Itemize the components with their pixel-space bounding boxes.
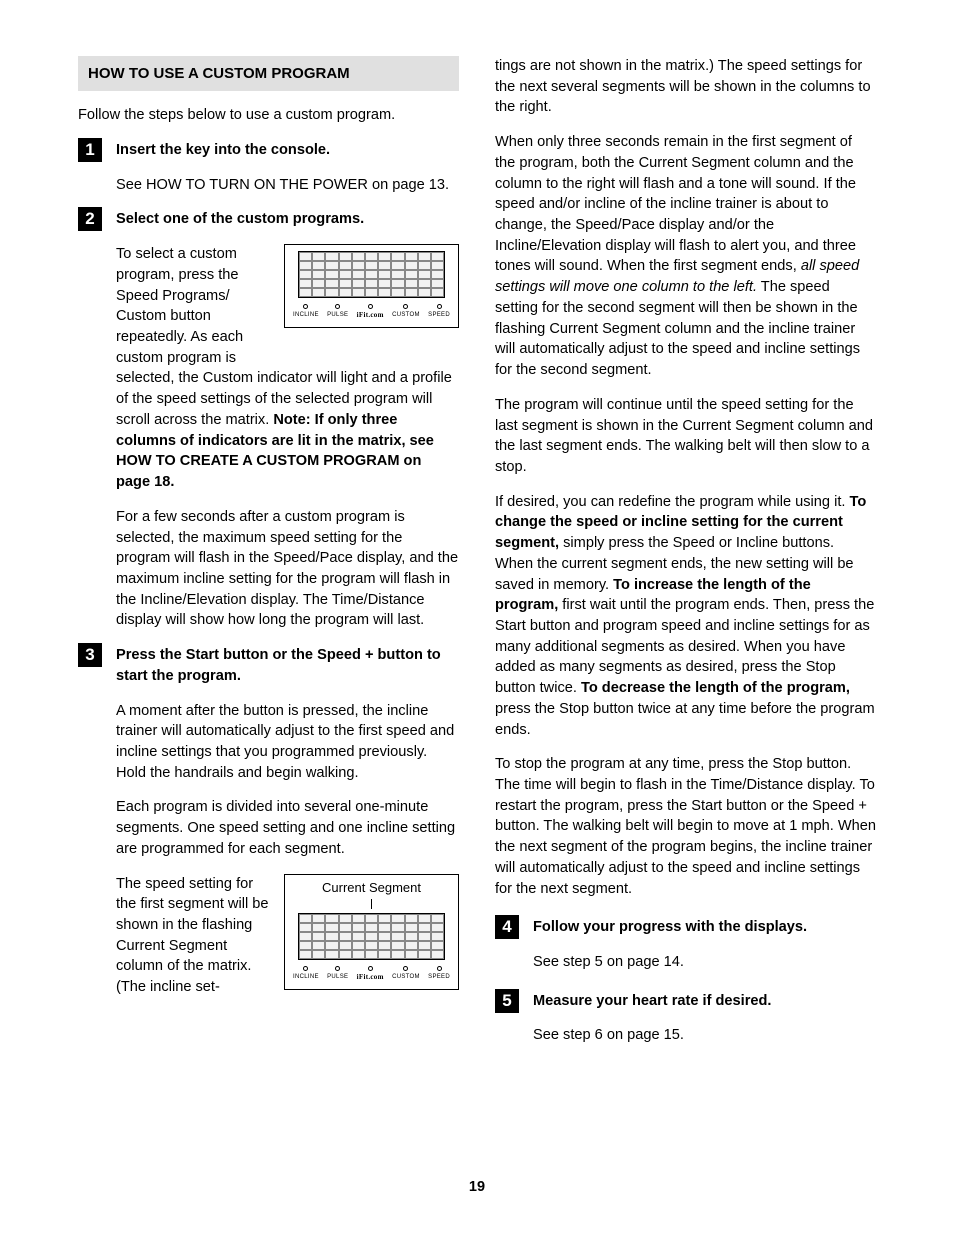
step-5-body: See step 6 on page 15. bbox=[533, 1025, 876, 1046]
indicator: INCLINE bbox=[293, 966, 319, 983]
intro-text: Follow the steps below to use a custom p… bbox=[78, 105, 459, 126]
rcol-p4: To stop the program at any time, press t… bbox=[495, 754, 876, 899]
step-4: 4 Follow your progress with the displays… bbox=[495, 917, 876, 972]
step-number-box: 1 bbox=[78, 138, 102, 162]
step-number-box: 3 bbox=[78, 643, 102, 667]
step-2: 2 Select one of the custom programs. INC… bbox=[78, 209, 459, 631]
matrix-grid bbox=[298, 913, 445, 960]
rcol-p3: If desired, you can redefine the program… bbox=[495, 492, 876, 741]
step-4-title: Follow your progress with the displays. bbox=[533, 917, 876, 938]
step-1-body: See HOW TO TURN ON THE POWER on page 13. bbox=[116, 175, 459, 196]
matrix-figure-1: INCLINE PULSE iFit.com CUSTOM SPEED bbox=[284, 244, 459, 328]
step-number-box: 5 bbox=[495, 989, 519, 1013]
step-number-box: 2 bbox=[78, 207, 102, 231]
rcol-p1a: When only three seconds remain in the fi… bbox=[495, 134, 856, 274]
rcol-p2: The program will continue until the spee… bbox=[495, 395, 876, 478]
step-3: 3 Press the Start button or the Speed + … bbox=[78, 645, 459, 998]
indicator: INCLINE bbox=[293, 304, 319, 321]
indicator: PULSE bbox=[327, 304, 348, 321]
right-column: tings are not shown in the matrix.) The … bbox=[495, 56, 876, 1060]
indicator-row: INCLINE PULSE iFit.com CUSTOM SPEED bbox=[291, 304, 452, 321]
step-2-wrap-text: To select a custom program, press the Sp… bbox=[116, 246, 243, 366]
page-number: 19 bbox=[0, 1179, 954, 1195]
step-5-title: Measure your heart rate if desired. bbox=[533, 991, 876, 1012]
step-3-wrap-text: The speed setting for the first segment … bbox=[116, 876, 269, 996]
step-2-wrap: INCLINE PULSE iFit.com CUSTOM SPEED To selec… bbox=[116, 244, 459, 368]
step-2-p1: selected, the Custom indicator will ligh… bbox=[116, 368, 459, 492]
section-heading: HOW TO USE A CUSTOM PROGRAM bbox=[78, 56, 459, 91]
rcol-p1: When only three seconds remain in the fi… bbox=[495, 132, 876, 381]
step-5: 5 Measure your heart rate if desired. Se… bbox=[495, 991, 876, 1046]
indicator: SPEED bbox=[428, 304, 450, 321]
page: HOW TO USE A CUSTOM PROGRAM Follow the s… bbox=[0, 0, 954, 1235]
rcol-p3g: press the Stop button twice at any time … bbox=[495, 701, 875, 738]
step-3-wrap: Current Segment INCLINE PULSE iFit.com CUST… bbox=[116, 874, 459, 998]
step-3-title: Press the Start button or the Speed + bu… bbox=[116, 645, 459, 686]
indicator: iFit.com bbox=[357, 304, 384, 321]
step-3-p1: A moment after the button is pressed, th… bbox=[116, 701, 459, 784]
step-3-p2: Each program is divided into several one… bbox=[116, 797, 459, 859]
step-1: 1 Insert the key into the console. See H… bbox=[78, 140, 459, 195]
indicator: SPEED bbox=[428, 966, 450, 983]
step-2-p2: For a few seconds after a custom program… bbox=[116, 507, 459, 631]
step-2-title: Select one of the custom programs. bbox=[116, 209, 459, 230]
indicator: PULSE bbox=[327, 966, 348, 983]
indicator: iFit.com bbox=[357, 966, 384, 983]
rcol-p3f-bold: To decrease the length of the program, bbox=[581, 680, 850, 696]
figure-2-title: Current Segment bbox=[291, 879, 452, 897]
matrix-grid bbox=[298, 251, 445, 298]
indicator: CUSTOM bbox=[392, 304, 420, 321]
left-column: HOW TO USE A CUSTOM PROGRAM Follow the s… bbox=[78, 56, 459, 1060]
rcol-p0: tings are not shown in the matrix.) The … bbox=[495, 56, 876, 118]
indicator: CUSTOM bbox=[392, 966, 420, 983]
figure-2-tick bbox=[371, 899, 372, 909]
rcol-p3a: If desired, you can redefine the program… bbox=[495, 494, 850, 510]
matrix-figure-2: Current Segment INCLINE PULSE iFit.com CUST… bbox=[284, 874, 459, 990]
step-1-title: Insert the key into the console. bbox=[116, 140, 459, 161]
step-number-box: 4 bbox=[495, 915, 519, 939]
step-4-body: See step 5 on page 14. bbox=[533, 952, 876, 973]
indicator-row: INCLINE PULSE iFit.com CUSTOM SPEED bbox=[291, 966, 452, 983]
two-column-layout: HOW TO USE A CUSTOM PROGRAM Follow the s… bbox=[78, 56, 876, 1060]
